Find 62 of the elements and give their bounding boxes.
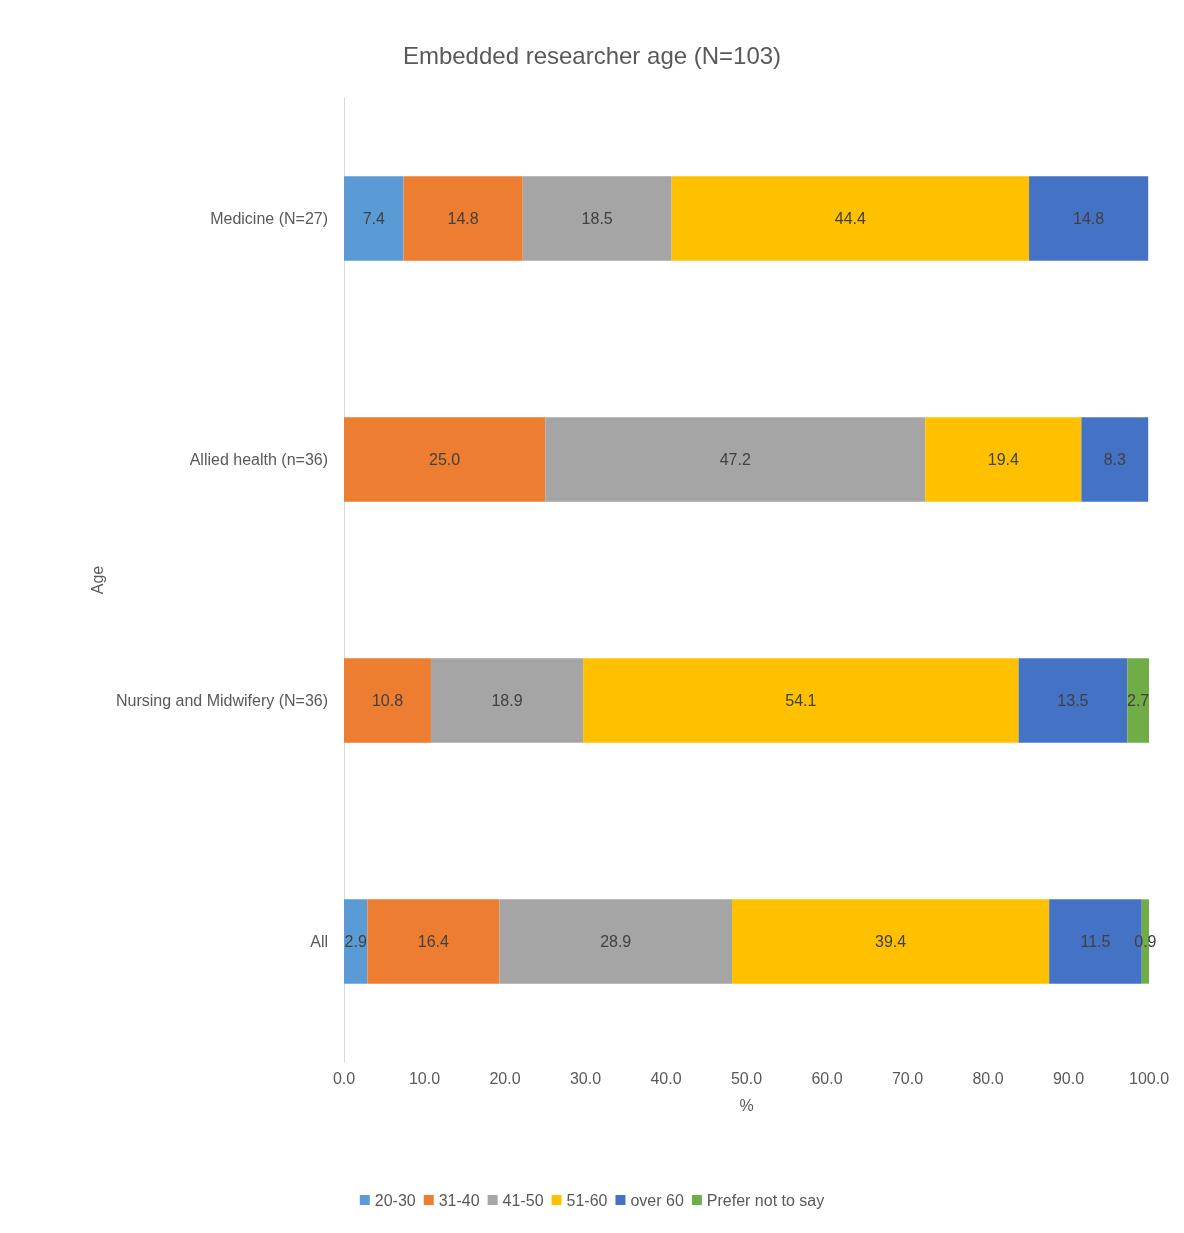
data-label: 13.5 xyxy=(1057,692,1089,709)
data-label: 16.4 xyxy=(417,933,450,950)
x-tick-label: 20.0 xyxy=(489,1069,521,1087)
x-tick-label: 10.0 xyxy=(408,1069,441,1087)
bar xyxy=(1127,658,1149,743)
data-label: 14.8 xyxy=(447,210,479,227)
x-tick-label: 50.0 xyxy=(730,1069,763,1087)
bar xyxy=(545,417,926,502)
chart-title: Embedded researcher age (N=103) xyxy=(402,41,782,69)
bar xyxy=(671,176,1030,261)
bar xyxy=(344,658,431,743)
bar xyxy=(430,658,584,743)
x-tick-label: 30.0 xyxy=(569,1069,602,1087)
x-tick-label: 0.0 xyxy=(332,1069,356,1087)
data-label: 18.9 xyxy=(491,692,523,709)
data-label: 0.9 xyxy=(1134,933,1157,950)
bar xyxy=(344,176,404,261)
bar xyxy=(1018,658,1128,743)
data-label: 19.4 xyxy=(987,451,1019,468)
x-tick-label: 80.0 xyxy=(972,1069,1004,1087)
data-label: 10.8 xyxy=(371,692,404,709)
data-label: 8.3 xyxy=(1103,451,1127,468)
y-axis-title: Age xyxy=(88,565,106,595)
bar xyxy=(583,658,1019,743)
legend-label: 31-40 xyxy=(438,1191,480,1209)
bar xyxy=(344,417,546,502)
data-label: 54.1 xyxy=(785,692,817,709)
y-tick-label: Medicine (N=27) xyxy=(210,210,328,227)
bar xyxy=(1029,176,1149,261)
legend-label: 51-60 xyxy=(566,1191,608,1209)
legend-label: 20-30 xyxy=(374,1191,416,1209)
x-tick-label: 60.0 xyxy=(811,1069,843,1087)
y-tick-label: Nursing and Midwifery (N=36) xyxy=(115,692,328,709)
data-label: 7.4 xyxy=(362,210,385,227)
bar xyxy=(732,899,1050,984)
bar xyxy=(925,417,1082,502)
x-axis-title: % xyxy=(739,1096,754,1114)
bar xyxy=(499,899,733,984)
y-tick-label: All xyxy=(310,933,328,950)
x-tick-label: 90.0 xyxy=(1052,1069,1085,1087)
data-label: 14.8 xyxy=(1073,210,1105,227)
data-label: 47.2 xyxy=(719,451,751,468)
x-tick-label: 40.0 xyxy=(650,1069,682,1087)
data-label: 28.9 xyxy=(600,933,632,950)
data-label: 39.4 xyxy=(875,933,907,950)
legend-label: 41-50 xyxy=(502,1191,544,1209)
x-tick-label: 70.0 xyxy=(891,1069,924,1087)
data-label: 2.7 xyxy=(1127,692,1150,709)
data-label: 18.5 xyxy=(581,210,613,227)
legend-label: Prefer not to say xyxy=(706,1191,825,1209)
bar xyxy=(522,176,672,261)
x-tick-label: 100.0 xyxy=(1128,1069,1170,1087)
bar xyxy=(367,899,500,984)
data-label: 44.4 xyxy=(834,210,867,227)
bar xyxy=(344,899,368,984)
y-tick-label: Allied health (n=36) xyxy=(189,451,328,468)
data-label: 11.5 xyxy=(1080,933,1111,950)
data-label: 25.0 xyxy=(429,451,461,468)
bar xyxy=(403,176,523,261)
legend-label: over 60 xyxy=(630,1191,684,1209)
bar xyxy=(1081,417,1149,502)
data-label: 2.9 xyxy=(344,933,367,950)
